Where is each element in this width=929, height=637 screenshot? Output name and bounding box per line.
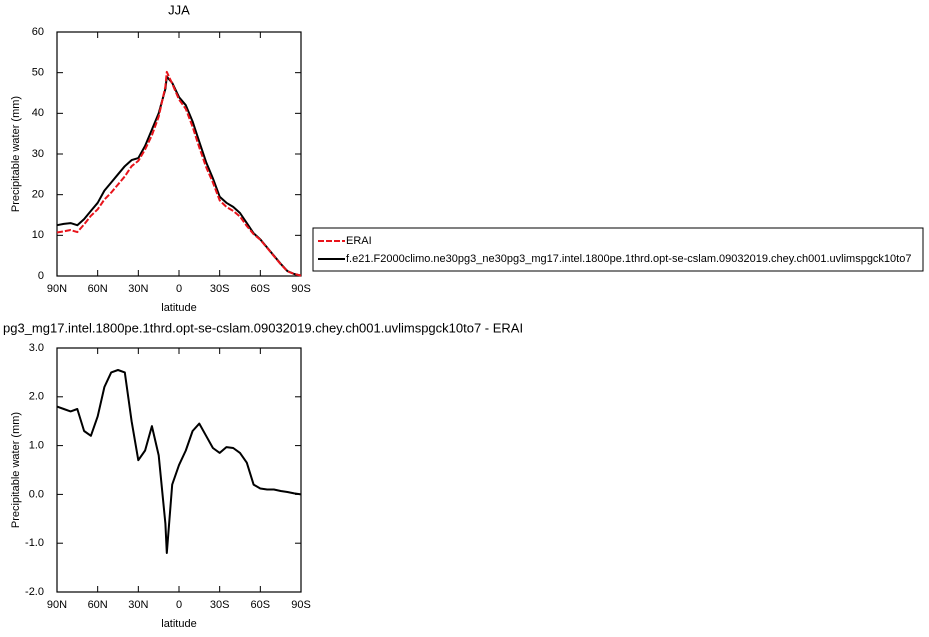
y-axis-label: Precipitable water (mm)	[10, 96, 22, 212]
legend-box	[312, 227, 924, 272]
x-tick-label: 90S	[291, 599, 311, 611]
x-tick-label: 30S	[210, 599, 230, 611]
y-tick-label: 0.0	[29, 488, 44, 500]
y-tick-label: 0	[38, 270, 44, 282]
x-tick-label: 30N	[128, 599, 148, 611]
x-tick-label: 30S	[210, 283, 230, 295]
x-axis-label: latitude	[161, 618, 196, 630]
x-tick-label: 90N	[47, 599, 67, 611]
x-axis-label: latitude	[161, 302, 196, 314]
y-tick-label: 50	[32, 67, 44, 79]
y-tick-label: 1.0	[29, 440, 44, 452]
y-tick-label: -2.0	[25, 586, 44, 598]
x-tick-label: 30N	[128, 283, 148, 295]
x-tick-label: 60N	[88, 599, 108, 611]
x-tick-label: 0	[176, 599, 182, 611]
x-tick-label: 60S	[251, 283, 271, 295]
y-tick-label: 10	[32, 229, 44, 241]
data-line	[56, 369, 302, 554]
y-tick-label: 40	[32, 107, 44, 119]
y-tick-label: 60	[32, 26, 44, 38]
plot-frame	[56, 31, 302, 277]
chart-title: pg3_mg17.intel.1800pe.1thrd.opt-se-cslam…	[3, 320, 523, 335]
y-tick-label: -1.0	[25, 537, 44, 549]
x-tick-label: 0	[176, 283, 182, 295]
y-tick-label: 30	[32, 148, 44, 160]
y-tick-label: 20	[32, 189, 44, 201]
y-tick-label: 3.0	[29, 342, 44, 354]
y-tick-label: 2.0	[29, 391, 44, 403]
x-tick-label: 90N	[47, 283, 67, 295]
legend-label: ERAI	[346, 235, 372, 247]
x-tick-label: 60N	[88, 283, 108, 295]
x-tick-label: 60S	[251, 599, 271, 611]
plot-frame	[56, 347, 302, 593]
data-line	[56, 70, 302, 277]
chart-title: JJA	[168, 2, 190, 17]
y-axis-label: Precipitable water (mm)	[10, 412, 22, 528]
legend-label: f.e21.F2000climo.ne30pg3_ne30pg3_mg17.in…	[346, 253, 911, 265]
x-tick-label: 90S	[291, 283, 311, 295]
